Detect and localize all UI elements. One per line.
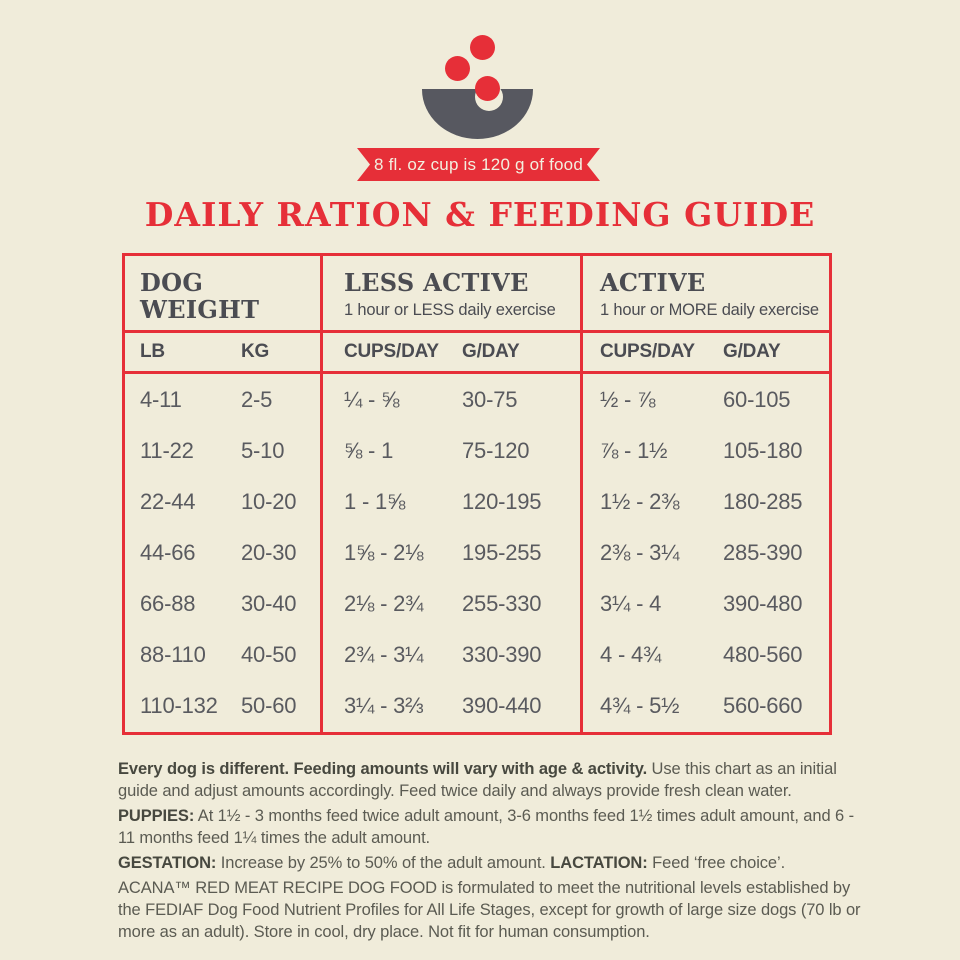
note-gestation-lactation: GESTATION: Increase by 25% to 50% of the… xyxy=(118,852,870,874)
table-cell: 180-285 xyxy=(723,488,803,514)
kibble-dot-icon xyxy=(475,76,500,101)
table-cell: 44-66 xyxy=(140,539,196,565)
note-puppies: PUPPIES: At 1½ - 3 months feed twice adu… xyxy=(118,805,870,849)
table-cell: 4 - 4¾ xyxy=(580,629,722,681)
kibble-dot-icon xyxy=(470,35,495,60)
cup-measure-label: 8 fl. oz cup is 120 g of food xyxy=(374,154,583,174)
table-cell: ⅝ - 1 xyxy=(320,425,460,477)
table-cell: 105-180 xyxy=(723,437,803,463)
feeding-table: DOG WEIGHT LESS ACTIVE 1 hour or LESS da… xyxy=(122,253,832,735)
table-cell: 60-105 xyxy=(723,386,791,412)
table-cell: 30-40 xyxy=(241,591,297,617)
note-general-emphasis: Every dog is different. Feeding amounts … xyxy=(118,760,648,778)
note-general: Every dog is different. Feeding amounts … xyxy=(118,758,870,802)
table-cell: ¼ - ⅝ xyxy=(320,374,460,426)
group-title: ACTIVE xyxy=(600,268,706,297)
table-cell: 1 - 1⅝ xyxy=(320,476,460,528)
cup-measure-ribbon: 8 fl. oz cup is 120 g of food xyxy=(357,148,600,181)
table-cell: 1⅝ - 2⅛ xyxy=(320,527,460,579)
note-legal-text: ACANA™ RED MEAT RECIPE DOG FOOD is formu… xyxy=(118,879,861,941)
table-cell: 40-50 xyxy=(241,642,297,668)
column-header-g-day-less-active: G/DAY xyxy=(460,333,580,374)
table-cell: 11-22 xyxy=(140,437,194,463)
column-header-kg: KG xyxy=(240,333,320,374)
table-cell: 480-560 xyxy=(723,642,803,668)
table-cell: 2¾ - 3¼ xyxy=(320,629,460,681)
table-cell: 110-132 xyxy=(140,693,218,719)
table-cell: 390-480 xyxy=(723,591,803,617)
table-cell: 4-11 xyxy=(140,386,182,412)
table-cell: 20-30 xyxy=(241,539,297,565)
table-cell: 75-120 xyxy=(462,437,530,463)
table-cell: 2-5 xyxy=(241,386,273,412)
note-lactation-text: Feed ‘free choice’. xyxy=(647,854,786,872)
table-cell: 330-390 xyxy=(462,642,542,668)
note-general-text: Use this chart as an initial guide and a… xyxy=(118,760,837,800)
table-cell: 285-390 xyxy=(723,539,803,565)
group-header-less-active: LESS ACTIVE 1 hour or LESS daily exercis… xyxy=(320,256,580,333)
group-title: LESS ACTIVE xyxy=(344,268,529,297)
table-cell: 120-195 xyxy=(462,488,542,514)
feeding-notes: Every dog is different. Feeding amounts … xyxy=(118,758,870,946)
table-cell: 88-110 xyxy=(140,642,206,668)
table-cell: 195-255 xyxy=(462,539,542,565)
column-header-g-day-active: G/DAY xyxy=(722,333,829,374)
table-cell: 66-88 xyxy=(140,591,196,617)
table-cell: 30-75 xyxy=(462,386,518,412)
group-header-dog-weight: DOG WEIGHT xyxy=(125,256,320,333)
group-header-active: ACTIVE 1 hour or MORE daily exercise xyxy=(580,256,829,333)
table-cell: 1½ - 2⅜ xyxy=(580,476,722,528)
table-cell: 22-44 xyxy=(140,488,196,514)
table-cell: 3¼ - 4 xyxy=(580,578,722,630)
note-lactation-label: LACTATION: xyxy=(550,854,648,872)
table-cell: 2⅛ - 2¾ xyxy=(320,578,460,630)
column-header-lb: LB xyxy=(125,333,240,374)
table-cell: 5-10 xyxy=(241,437,285,463)
note-puppies-text: At 1½ - 3 months feed twice adult amount… xyxy=(118,807,854,847)
column-header-cups-day-less-active: CUPS/DAY xyxy=(320,333,460,374)
table-cell: 2⅜ - 3¼ xyxy=(580,527,722,579)
page-title: DAILY RATION & FEEDING GUIDE xyxy=(144,195,816,234)
note-legal: ACANA™ RED MEAT RECIPE DOG FOOD is formu… xyxy=(118,877,870,943)
table-cell: 560-660 xyxy=(723,693,803,719)
column-header-cups-day-active: CUPS/DAY xyxy=(580,333,722,374)
note-gestation-text: Increase by 25% to 50% of the adult amou… xyxy=(216,854,551,872)
table-cell: 390-440 xyxy=(462,693,542,719)
group-title: DOG WEIGHT xyxy=(140,268,260,324)
kibble-dot-icon xyxy=(445,56,470,81)
table-cell: 4¾ - 5½ xyxy=(580,680,722,732)
note-gestation-label: GESTATION: xyxy=(118,854,217,872)
table-cell: ⅞ - 1½ xyxy=(580,425,722,477)
table-cell: 3¼ - 3⅔ xyxy=(320,680,460,732)
group-subtitle: 1 hour or MORE daily exercise xyxy=(600,301,819,319)
table-cell: ½ - ⅞ xyxy=(580,374,722,426)
table-cell: 255-330 xyxy=(462,591,542,617)
table-cell: 50-60 xyxy=(241,693,297,719)
group-subtitle: 1 hour or LESS daily exercise xyxy=(344,301,556,319)
note-puppies-label: PUPPIES: xyxy=(118,807,195,825)
table-cell: 10-20 xyxy=(241,488,297,514)
